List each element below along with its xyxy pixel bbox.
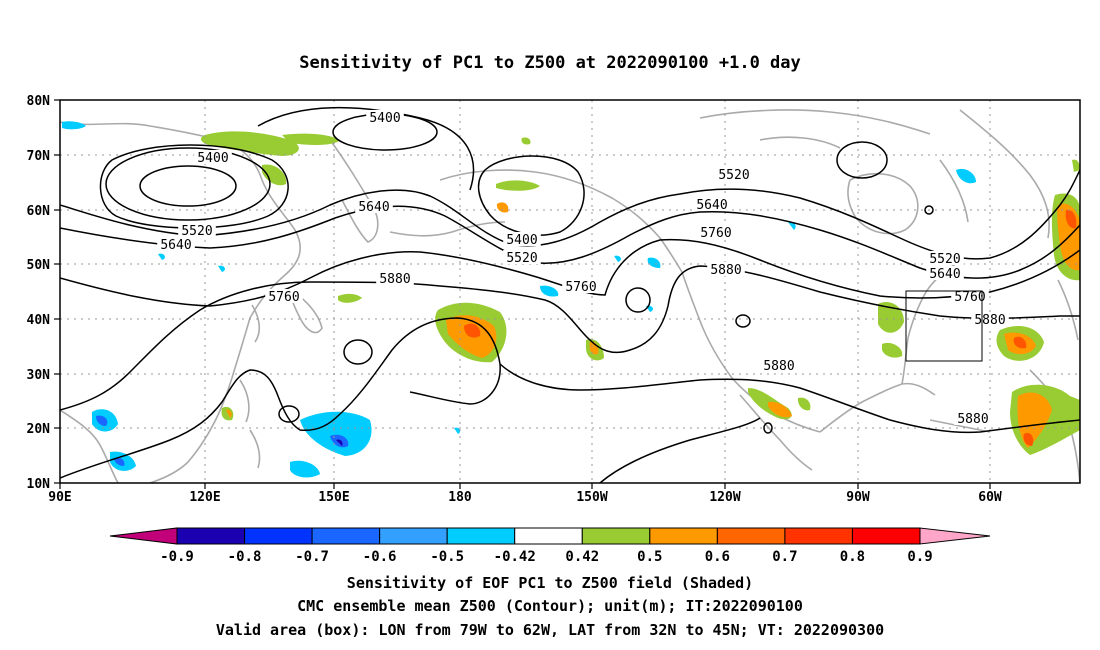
lat-tick-label: 20N <box>27 422 51 437</box>
contour-label-mask <box>707 262 745 276</box>
contour-label-mask <box>376 271 414 285</box>
contour-label: 5760 <box>268 290 299 305</box>
colorbar-label: -0.7 <box>295 549 329 565</box>
lon-tick-label: 150E <box>318 490 349 505</box>
contour-label-mask <box>355 199 393 213</box>
colorbar-label: 0.8 <box>840 549 865 565</box>
contour-label: 5760 <box>565 280 596 295</box>
caption-line: Valid area (box): LON from 79W to 62W, L… <box>216 621 884 639</box>
contour-label-mask <box>265 289 303 303</box>
contour-label-mask <box>562 279 600 293</box>
contour-label: 5400 <box>197 151 228 166</box>
valid-area-box <box>905 290 983 362</box>
colorbar-min-triangle <box>109 527 178 545</box>
caption-line: CMC ensemble mean Z500 (Contour); unit(m… <box>297 597 803 615</box>
contour-label: 5880 <box>957 412 988 427</box>
contour-label: 5760 <box>700 226 731 241</box>
contour-label-mask <box>954 411 992 425</box>
colorbar-label: -0.6 <box>363 549 397 565</box>
colorbar-label: -0.9 <box>160 549 194 565</box>
lat-tick-label: 30N <box>27 368 51 383</box>
lon-tick-label: 180 <box>448 490 472 505</box>
contour-label: 5760 <box>954 290 985 305</box>
colorbar: -0.9 -0.8 -0.7 -0.6 -0.5 -0.42 0.42 0.5 0.6 0.7 0.… <box>109 527 991 565</box>
colorbar-label: 0.9 <box>907 549 932 565</box>
contour-label: 5400 <box>506 233 537 248</box>
contour-label-mask <box>697 225 735 239</box>
colorbar-swatch <box>514 527 583 545</box>
contour-label-mask <box>178 223 216 237</box>
contour-label: 5640 <box>160 238 191 253</box>
map-frame <box>59 99 1081 484</box>
colorbar-swatch <box>379 527 448 545</box>
map-title: Sensitivity of PC1 to Z500 at 2022090100… <box>299 53 801 73</box>
latitude-axis: 80N 70N 60N 50N 40N 30N 20N 10N <box>27 94 60 492</box>
lon-tick-label: 90E <box>48 490 71 505</box>
lat-tick-label: 70N <box>27 149 51 164</box>
contour-label: 5880 <box>710 263 741 278</box>
lon-tick-label: 120W <box>709 490 740 505</box>
contour-label: 5640 <box>929 267 960 282</box>
contour-label-mask <box>194 150 232 164</box>
contour-label: 5520 <box>718 168 749 183</box>
lon-tick-label: 60W <box>978 490 1002 505</box>
contour-label-mask <box>951 289 989 303</box>
colorbar-swatch <box>176 527 246 545</box>
colorbar-swatch <box>851 527 921 545</box>
lon-tick-label: 90W <box>846 490 870 505</box>
lat-tick-label: 80N <box>27 94 51 109</box>
contour-label: 5880 <box>379 272 410 287</box>
colorbar-swatch <box>581 527 651 545</box>
contour-label: 5400 <box>369 111 400 126</box>
contour-label-mask <box>926 266 964 280</box>
contour-label-mask <box>971 312 1009 326</box>
contour-label-mask <box>693 197 731 211</box>
contour-label-mask <box>503 232 541 246</box>
colorbar-swatch <box>784 527 853 545</box>
lon-tick-label: 120E <box>189 490 220 505</box>
colorbar-label: -0.42 <box>494 549 536 565</box>
caption-line: Sensitivity of EOF PC1 to Z500 field (Sh… <box>347 574 753 592</box>
contour-label: 5520 <box>929 252 960 267</box>
contour-label-mask <box>715 167 753 181</box>
contour-label-mask <box>760 358 798 372</box>
lat-tick-label: 60N <box>27 204 51 219</box>
contour-label: 5520 <box>181 224 212 239</box>
lat-tick-label: 50N <box>27 258 51 273</box>
colorbar-label: 0.7 <box>772 549 797 565</box>
contour-label: 5640 <box>696 198 727 213</box>
colorbar-label: 0.42 <box>565 549 599 565</box>
colorbar-swatch <box>244 527 313 545</box>
contour-label: 5880 <box>763 359 794 374</box>
contour-label-mask <box>926 251 964 265</box>
contour-label: 5640 <box>358 200 389 215</box>
contour-label-mask <box>157 237 195 251</box>
lon-tick-label: 150W <box>576 490 607 505</box>
lat-tick-label: 10N <box>27 477 51 492</box>
colorbar-label: 0.6 <box>705 549 730 565</box>
colorbar-swatch <box>311 527 381 545</box>
contour-label: 5520 <box>506 251 537 266</box>
lat-tick-label: 40N <box>27 313 51 328</box>
colorbar-label: -0.5 <box>430 549 464 565</box>
captions: Sensitivity of EOF PC1 to Z500 field (Sh… <box>216 574 884 639</box>
colorbar-label: 0.5 <box>637 549 662 565</box>
contour-label-mask <box>503 250 541 264</box>
colorbar-label: -0.8 <box>228 549 262 565</box>
colorbar-max-triangle <box>919 527 991 545</box>
colorbar-swatch <box>716 527 786 545</box>
colorbar-swatch <box>649 527 718 545</box>
sensitivity-shading <box>62 121 1080 478</box>
longitude-axis: 90E 120E 150E 180 150W 120W 90W 60W <box>48 483 1002 505</box>
colorbar-swatch <box>446 527 516 545</box>
contour-label-mask <box>366 110 404 124</box>
contour-label: 5880 <box>974 313 1005 328</box>
